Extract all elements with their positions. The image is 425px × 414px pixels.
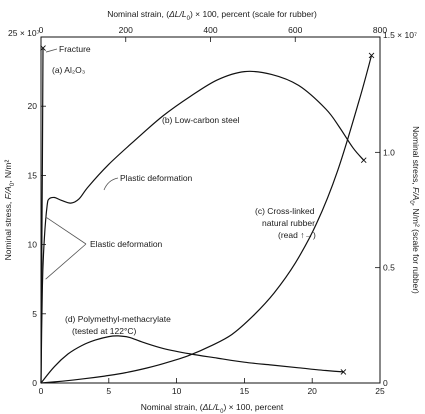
- plastic-deformation-label: Plastic deformation: [120, 173, 193, 183]
- y-right-tick-label: 0: [383, 378, 388, 388]
- y-left-tick-label: 20: [28, 101, 38, 111]
- x-bottom-tick-label: 5: [106, 386, 111, 396]
- rubber-label-line-2: natural rubber: [262, 218, 315, 228]
- fracture-leader: [45, 48, 58, 53]
- elastic-deformation-label: Elastic deformation: [90, 239, 163, 249]
- x-bottom-axis-title: Nominal strain, (ΔL/L0) × 100, percent: [141, 402, 284, 414]
- y-left-tick-label: 15: [28, 170, 38, 180]
- x-top-tick-label: 0: [39, 25, 44, 35]
- pmma-label-line-1: (d) Polymethyl-methacrylate: [65, 314, 171, 324]
- fracture-marker-rubber: [368, 52, 375, 59]
- fracture-label: Fracture: [59, 44, 91, 54]
- curve-steel: [40, 70, 365, 384]
- curves: [40, 48, 373, 384]
- y-left-axis-title: Nominal stress, F/A0, N/m²: [3, 160, 16, 261]
- plastic-deformation-leader: [103, 177, 119, 191]
- elastic-leader-lower: [45, 243, 87, 280]
- x-bottom-tick-label: 0: [39, 386, 44, 396]
- x-bottom-tick-label: 10: [172, 386, 182, 396]
- annotation-leaders: [45, 48, 119, 280]
- fracture-marker-al2o3: [40, 45, 46, 51]
- y-left-tick-label: 10: [28, 240, 38, 250]
- curve-pmma: [40, 335, 344, 384]
- fracture-marker-steel: [360, 157, 367, 163]
- pmma-label-line-2: (tested at 122°C): [72, 326, 137, 336]
- rubber-label-line-1: (c) Cross-linked: [255, 206, 315, 216]
- fracture-markers: [40, 45, 375, 375]
- x-top-tick-label: 200: [119, 25, 133, 35]
- y-right-tick-label: 0.5: [383, 263, 395, 273]
- x-top-tick-label: 800: [373, 25, 387, 35]
- curve-rubber: [40, 55, 373, 384]
- x-bottom-tick-label: 25: [375, 386, 385, 396]
- x-top-tick-label: 400: [203, 25, 217, 35]
- x-bottom-tick-label: 15: [240, 386, 250, 396]
- y-right-tick-label: 1.5 × 10⁷: [383, 30, 417, 40]
- al2o3-label: (a) Al₂O₃: [52, 65, 85, 75]
- y-right-axis-title: Nominal stress, F/A0, N/m² (scale for ru…: [408, 126, 421, 294]
- x-bottom-tick-label: 20: [307, 386, 317, 396]
- elastic-leader-upper: [45, 216, 87, 245]
- fracture-marker-pmma: [340, 369, 347, 375]
- y-right-tick-label: 1.0: [383, 147, 395, 157]
- rubber-label-line-3: (read ↑→): [278, 230, 316, 240]
- x-top-axis-title: Nominal strain, (ΔL/L0) × 100, percent (…: [107, 9, 317, 22]
- y-left-tick-label: 25 × 10⁷: [8, 28, 40, 38]
- y-left-tick-label: 5: [32, 309, 37, 319]
- y-left-tick-label: 0: [32, 378, 37, 388]
- x-top-tick-label: 600: [288, 25, 302, 35]
- steel-label: (b) Low-carbon steel: [162, 115, 240, 125]
